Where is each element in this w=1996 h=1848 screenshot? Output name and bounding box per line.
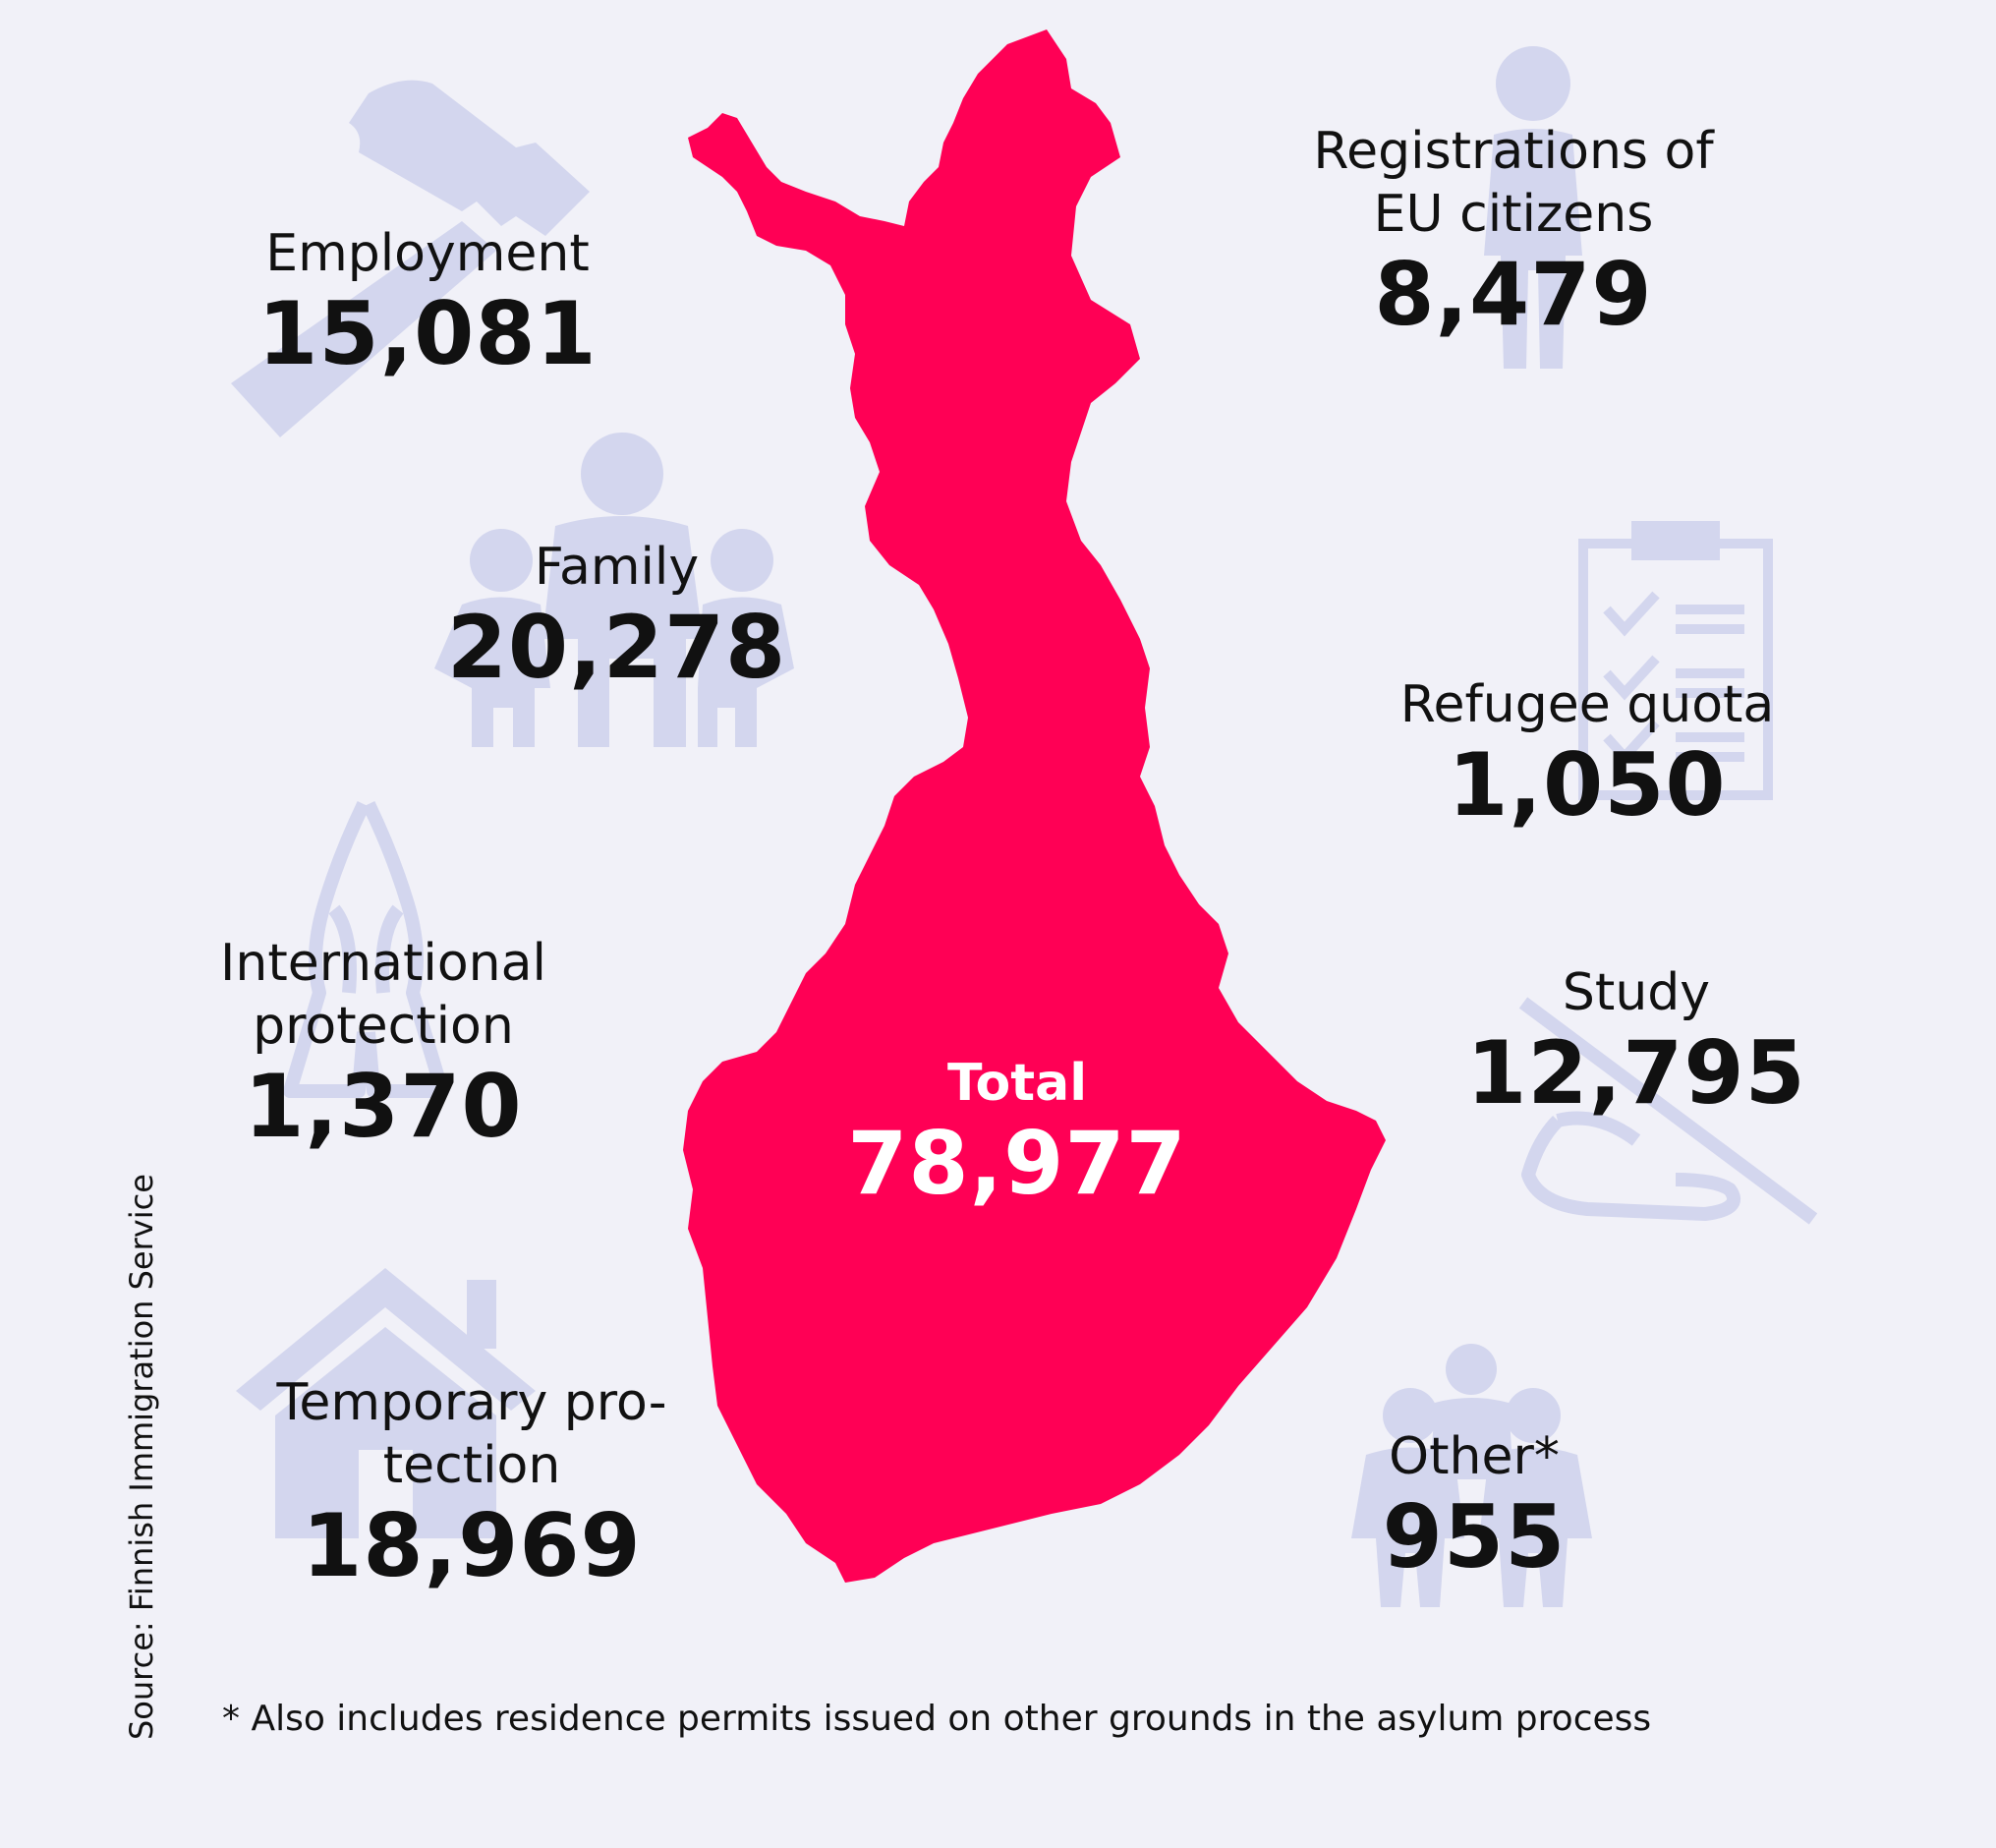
source-note: Source: Finnish Immigration Service (123, 1174, 160, 1740)
other-label: Other* (1389, 1427, 1560, 1486)
total-label: Total (946, 1054, 1088, 1113)
category-study: Study 12,795 (1435, 961, 1838, 1123)
international-value: 1,370 (244, 1056, 523, 1157)
finland-map (678, 29, 1396, 1592)
group-icon (1341, 1342, 1602, 1607)
eu-label-line1: Registrations of (1313, 122, 1714, 181)
hammer-icon (221, 74, 604, 442)
category-refugee-quota: Refugee quota 1,050 (1371, 673, 1803, 835)
eu-value: 8,479 (1374, 244, 1653, 345)
family-icon (432, 433, 796, 747)
refugee-label: Refugee quota (1399, 675, 1775, 734)
category-other: Other* 955 (1278, 1425, 1671, 1587)
house-icon (236, 1268, 536, 1538)
temporary-label-line1: Temporary pro- (276, 1373, 667, 1432)
category-employment: Employment 15,081 (231, 222, 624, 383)
other-value: 955 (1382, 1486, 1567, 1588)
study-value: 12,795 (1466, 1022, 1806, 1124)
total-block: Total 78,977 (821, 1052, 1214, 1213)
category-eu-citizens: Registrations of EU citizens 8,479 (1297, 120, 1730, 344)
temporary-value: 18,969 (302, 1495, 642, 1596)
employment-value: 15,081 (257, 283, 598, 384)
finland-shape (683, 29, 1386, 1583)
clipboard-icon (1577, 516, 1774, 801)
family-value: 20,278 (446, 597, 787, 698)
employment-label: Employment (265, 224, 590, 283)
footnote: * Also includes residence permits issued… (222, 1699, 1652, 1739)
category-temporary-protection: Temporary pro- tection 18,969 (256, 1371, 688, 1595)
category-international-protection: International protection 1,370 (187, 932, 580, 1156)
international-label-line1: International (220, 934, 546, 993)
temporary-label-line2: tection (382, 1436, 561, 1495)
refugee-value: 1,050 (1448, 734, 1727, 836)
category-family: Family 20,278 (432, 536, 801, 697)
family-label: Family (534, 538, 700, 597)
person-icon (1479, 44, 1587, 369)
international-label-line2: protection (253, 997, 514, 1056)
eu-label-line2: EU citizens (1373, 185, 1654, 244)
praying-hands-icon (280, 796, 452, 1101)
total-value: 78,977 (847, 1113, 1187, 1214)
writing-hand-icon (1518, 993, 1823, 1229)
study-label: Study (1562, 963, 1711, 1022)
